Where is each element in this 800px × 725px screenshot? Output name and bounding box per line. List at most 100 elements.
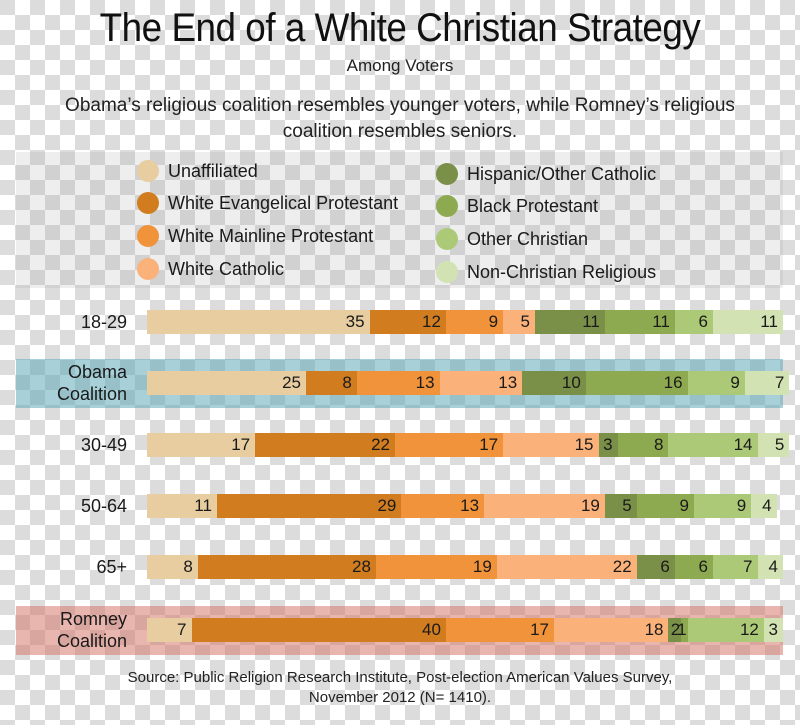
- bar-segment: 13: [356, 371, 440, 395]
- legend-swatch-icon: [436, 163, 458, 185]
- data-label: 8: [342, 373, 352, 392]
- bar-segment: 15: [503, 433, 599, 457]
- data-label: 18: [644, 620, 664, 639]
- data-label: 7: [177, 620, 187, 639]
- legend-label: Non-Christian Religious: [467, 261, 657, 282]
- legend-label: Other Christian: [467, 228, 589, 249]
- bar-segment: 3: [763, 618, 783, 642]
- legend-swatch-icon: [436, 228, 458, 250]
- row-label-line: Obama: [67, 362, 127, 382]
- data-label: 35: [345, 312, 365, 331]
- bar-row: 11 29 13 19 5 9 9 4: [147, 494, 777, 518]
- bar-segment: 19: [484, 494, 605, 518]
- row-label: Obama Coalition: [0, 361, 127, 405]
- bar-row: 17 22 17 15 3 8 14 5: [147, 433, 790, 457]
- bar-segment: 4: [751, 494, 777, 518]
- row-label: 30-49: [0, 434, 127, 456]
- legend-item: Other Christian: [436, 225, 588, 253]
- bar-segment: 14: [668, 433, 758, 457]
- bar-segment: 7: [147, 618, 192, 642]
- data-label: 14: [733, 435, 753, 454]
- data-label: 22: [612, 557, 632, 576]
- row-label-line: 65+: [96, 557, 127, 577]
- bar-segment: 9: [687, 371, 745, 395]
- data-label: 10: [561, 373, 581, 392]
- chart-description: Obama’s religious coalition resembles yo…: [65, 95, 735, 142]
- legend-label: White Mainline Protestant: [168, 225, 374, 246]
- bar-segment: 11: [534, 310, 605, 334]
- data-label: 17: [231, 435, 251, 454]
- data-label: 22: [371, 435, 391, 454]
- source-note: Source: Public Religion Research Institu…: [0, 668, 800, 708]
- data-label: 11: [760, 312, 778, 331]
- legend-swatch-icon: [137, 258, 159, 280]
- bar-segment: 5: [503, 310, 535, 334]
- data-label: 2: [670, 620, 681, 639]
- row-label-line: 30-49: [80, 435, 127, 455]
- data-label: 19: [472, 557, 492, 576]
- data-label: 7: [774, 373, 785, 392]
- bar-segment: 3: [598, 433, 618, 457]
- legend-item: Hispanic/Other Catholic: [436, 160, 656, 188]
- bar-segment: 17: [147, 433, 256, 457]
- legend-swatch-icon: [436, 261, 458, 283]
- bar-segment: 16: [585, 371, 688, 395]
- legend-item: White Catholic: [137, 255, 284, 283]
- data-label: 8: [654, 435, 664, 454]
- data-label: 9: [730, 373, 740, 392]
- bar-segment: 9: [693, 494, 752, 518]
- data-label: 5: [520, 312, 530, 331]
- bar-segment: 12: [687, 618, 764, 642]
- legend-label: Unaffiliated: [168, 160, 258, 181]
- data-label: 4: [768, 557, 778, 576]
- data-label: 9: [736, 496, 747, 515]
- bar-segment: 11: [604, 310, 675, 334]
- bar-segment: 8: [617, 433, 669, 457]
- data-label: 9: [679, 496, 689, 515]
- bar-segment: 6: [674, 555, 713, 579]
- bar-segment: 28: [197, 555, 376, 579]
- bar-segment: 35: [147, 310, 370, 334]
- data-label: 3: [603, 435, 613, 454]
- data-label: 13: [460, 496, 480, 515]
- bar-segment: 22: [496, 555, 637, 579]
- data-label: 12: [739, 620, 759, 639]
- chart-title: The End of a White Christian Strategy: [99, 6, 701, 50]
- data-label: 17: [530, 620, 550, 639]
- row-label: 50-64: [0, 495, 127, 517]
- data-label: 16: [663, 373, 683, 392]
- bar-segment: 6: [636, 555, 675, 579]
- data-label: 5: [774, 435, 785, 454]
- legend: Unaffiliated White Evangelical Protestant…: [16, 152, 783, 288]
- bar-segment: 2: [668, 618, 682, 642]
- legend-swatch-icon: [137, 160, 159, 182]
- bar-segment: 40: [191, 618, 446, 642]
- data-label: 6: [698, 312, 708, 331]
- bar-row: 7 40 17 18 2 1 12 3: [147, 618, 783, 642]
- source-line-2: November 2012 (N= 1410).: [308, 689, 492, 706]
- legend-label: White Catholic: [168, 258, 285, 279]
- data-label: 11: [652, 312, 670, 331]
- row-label-line: Coalition: [56, 384, 127, 404]
- bar-row: 25 8 13 13 10 16 9 7: [147, 371, 790, 395]
- chart-subtitle: Among Voters: [346, 56, 454, 75]
- data-label: 29: [377, 496, 397, 515]
- data-label: 5: [622, 496, 632, 515]
- bar-segment: 9: [445, 310, 504, 334]
- bar-segment: 19: [375, 555, 497, 579]
- data-label: 25: [282, 373, 301, 392]
- data-label: 28: [352, 557, 371, 576]
- data-label: 6: [698, 557, 708, 576]
- data-label: 13: [415, 373, 435, 392]
- bar-segment: 18: [554, 618, 669, 642]
- row-label: Romney Coalition: [0, 608, 127, 652]
- data-label: 17: [479, 435, 499, 454]
- bar-segment: 11: [147, 494, 217, 518]
- data-label: 4: [762, 496, 772, 515]
- source-line-1: Source: Public Religion Research Institu…: [127, 669, 673, 686]
- bar-segment: 22: [255, 433, 396, 457]
- legend-label: Hispanic/Other Catholic: [467, 163, 657, 184]
- bar-segment: 13: [439, 371, 523, 395]
- bar-segment: 8: [306, 371, 357, 395]
- bar-row: 8 28 19 22 6 6 7 4: [147, 555, 783, 579]
